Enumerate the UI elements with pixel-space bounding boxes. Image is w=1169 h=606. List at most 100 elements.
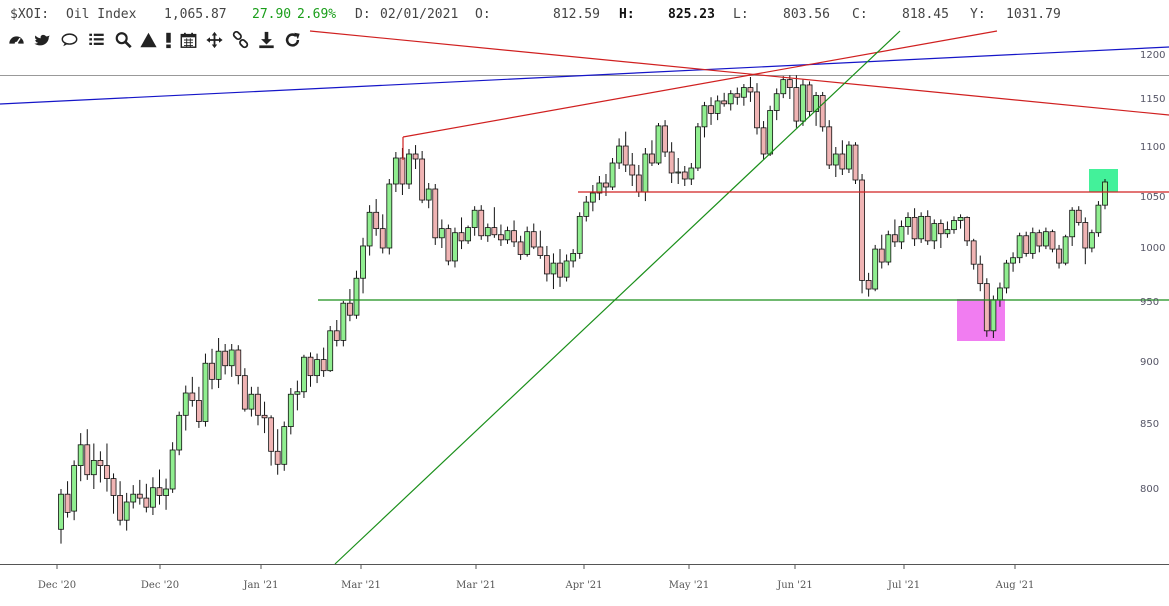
candle-body: [399, 157, 406, 185]
candle-body: [241, 375, 248, 410]
list-icon[interactable]: [87, 31, 106, 49]
candle-body: [327, 330, 334, 372]
calendar-icon[interactable]: [179, 31, 198, 49]
candle-body: [609, 162, 616, 188]
candle: [891, 219, 898, 247]
candle: [386, 179, 393, 255]
candle: [189, 376, 196, 407]
candle: [714, 95, 721, 121]
candle-body: [1095, 204, 1102, 234]
candle: [209, 348, 215, 390]
candle-body: [924, 215, 931, 242]
candle: [498, 224, 504, 246]
candle-body: [911, 216, 918, 240]
candle-body: [452, 232, 458, 262]
candle: [786, 75, 793, 99]
y-tick-label: 1100: [1140, 142, 1165, 153]
candle-body: [484, 227, 491, 237]
refresh-icon[interactable]: [283, 31, 302, 49]
twitter-icon[interactable]: [33, 31, 52, 49]
candle: [773, 88, 780, 121]
candle: [649, 140, 655, 166]
triangle-icon[interactable]: [139, 31, 158, 49]
candle-body: [517, 241, 524, 255]
candle: [235, 345, 242, 385]
candle-body: [603, 182, 609, 188]
candle: [1043, 227, 1049, 250]
candle-body: [110, 478, 117, 496]
candle: [662, 120, 668, 157]
candle: [241, 368, 248, 412]
exclamation-icon[interactable]: [159, 31, 178, 49]
candle: [681, 166, 688, 186]
candle: [314, 353, 320, 384]
candle: [727, 90, 734, 111]
candle-body: [301, 356, 307, 393]
candle-body: [1010, 257, 1016, 264]
candle-body: [655, 125, 662, 164]
symbol: $XOI:: [10, 7, 50, 22]
candle: [898, 220, 905, 250]
candle-body: [754, 91, 760, 129]
candle-body: [530, 231, 537, 248]
candle-body: [583, 201, 590, 217]
candle: [852, 142, 859, 184]
candle-body: [182, 392, 189, 416]
x-tick-label: Mar '21: [456, 580, 496, 591]
candle: [609, 158, 616, 190]
candle-body: [471, 209, 478, 228]
comment-icon[interactable]: [60, 31, 79, 49]
candle: [452, 227, 458, 268]
candle: [1082, 217, 1089, 265]
candle: [1095, 201, 1102, 237]
candle-body: [885, 234, 892, 263]
candle-body: [859, 179, 865, 281]
candle-body: [156, 487, 163, 496]
candle-body: [681, 171, 688, 180]
price-change: 27.90: [252, 7, 292, 22]
candle-body: [248, 393, 255, 410]
y-tick-label: 950: [1140, 297, 1159, 308]
candle-body: [964, 216, 971, 242]
candle: [740, 84, 747, 106]
candle-body: [1023, 235, 1030, 254]
candle: [432, 184, 439, 245]
candle: [734, 87, 741, 105]
candle: [327, 326, 334, 372]
candle: [603, 174, 609, 196]
candle-body: [905, 216, 911, 227]
candle: [832, 147, 839, 177]
candle: [117, 481, 123, 526]
search-icon[interactable]: [114, 31, 133, 49]
move-icon[interactable]: [205, 31, 224, 49]
candle: [360, 237, 366, 294]
download-icon[interactable]: [257, 31, 276, 49]
dashboard-icon[interactable]: [7, 31, 26, 49]
candle: [347, 289, 353, 322]
candle: [951, 216, 957, 234]
candle: [123, 492, 130, 531]
candle-body: [550, 262, 557, 275]
candle-body: [117, 495, 123, 521]
candle: [379, 214, 386, 254]
candle-body: [465, 227, 471, 242]
link-icon[interactable]: [231, 30, 250, 49]
candle-body: [832, 153, 839, 166]
candle: [865, 272, 872, 297]
x-tick-label: Jul '21: [887, 580, 920, 591]
trendlines[interactable]: [0, 30, 1169, 565]
candle: [406, 149, 412, 189]
open-value: 812.59: [553, 7, 600, 22]
candle: [261, 401, 268, 434]
candle-body: [261, 414, 268, 419]
candle: [215, 338, 222, 389]
y-tick-label: 900: [1140, 357, 1159, 368]
candle: [150, 477, 156, 515]
candle-body: [944, 229, 951, 235]
candle: [274, 429, 281, 475]
candle: [392, 152, 399, 192]
candle: [268, 415, 275, 466]
candle-body: [865, 279, 872, 290]
candle-body: [176, 414, 183, 451]
